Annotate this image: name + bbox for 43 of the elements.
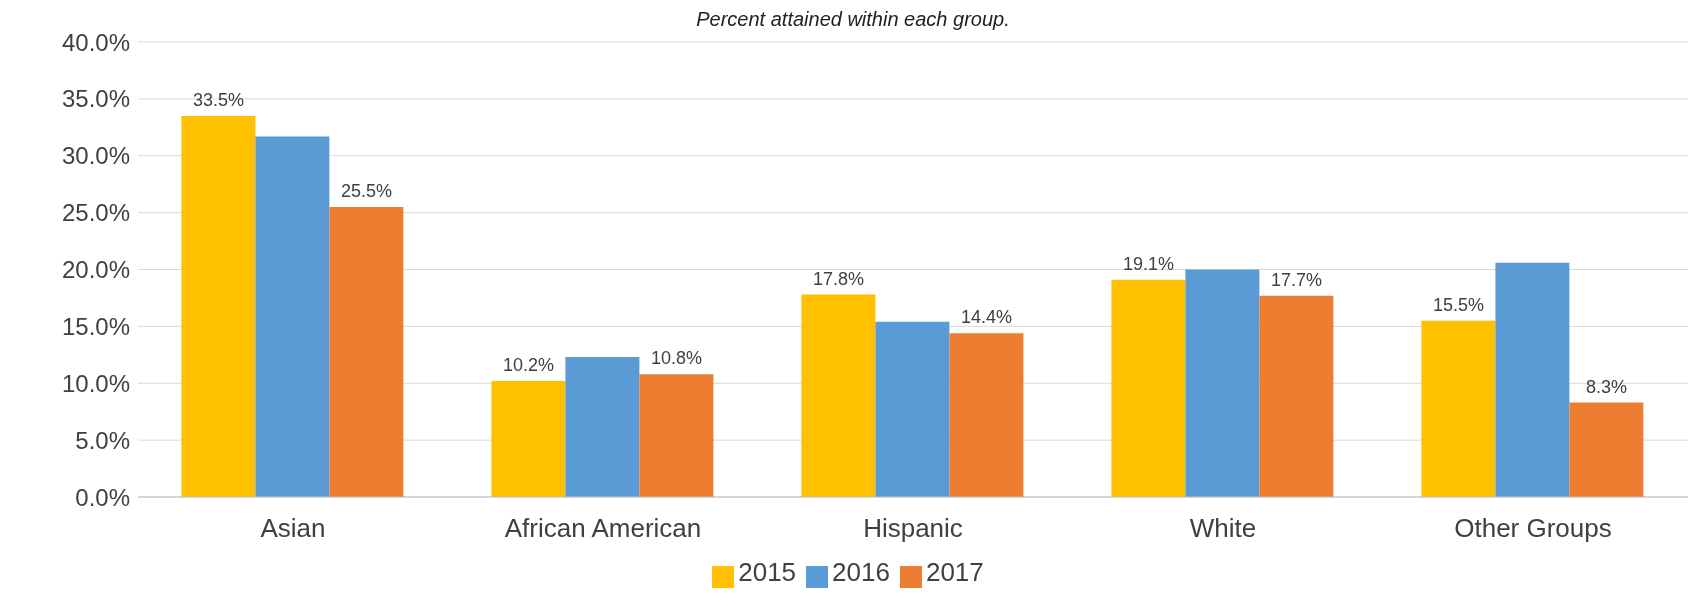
legend-label: 2015 [738,557,797,587]
bar [1185,269,1260,497]
x-tick-label: White [1189,513,1257,544]
data-label: 33.5% [192,89,244,110]
x-tick-label: Hispanic [863,513,963,544]
bar [949,333,1024,497]
data-label: 10.2% [502,354,554,375]
data-label: 8.3% [1585,376,1627,397]
data-label: 19.1% [1122,253,1174,274]
bar [1421,320,1496,497]
bar [329,206,404,497]
chart-subtitle: Percent attained within each group. [696,8,1010,30]
y-tick-label: 40.0% [61,28,130,56]
legend-label: 2017 [925,557,984,587]
bar [1259,295,1334,497]
x-tick-label: African American [504,513,702,544]
bar [1569,402,1644,497]
bar [255,136,330,497]
bar [801,294,876,497]
y-tick-label: 10.0% [61,369,130,397]
data-label: 10.8% [650,348,702,369]
y-tick-label: 15.0% [61,312,130,340]
bar [639,374,714,497]
data-label: 17.8% [812,268,864,289]
bar [491,380,566,497]
y-tick-label: 35.0% [61,85,130,113]
x-tick-label: Other Groups [1454,513,1612,544]
y-tick-label: 0.0% [75,483,130,511]
bar [565,357,640,497]
bar [181,115,256,497]
y-tick-label: 20.0% [61,256,130,284]
y-tick-label: 30.0% [61,142,130,170]
data-label: 25.5% [340,180,392,201]
data-label: 17.7% [1270,269,1322,290]
data-label: 14.4% [960,307,1012,328]
bar [875,321,950,497]
y-tick-label: 5.0% [75,426,130,454]
bar [1495,262,1570,497]
y-tick-label: 25.0% [61,199,130,227]
legend-label: 2016 [832,557,890,587]
bar [1111,279,1186,497]
x-tick-label: Asian [260,513,326,544]
data-label: 15.5% [1432,294,1484,315]
